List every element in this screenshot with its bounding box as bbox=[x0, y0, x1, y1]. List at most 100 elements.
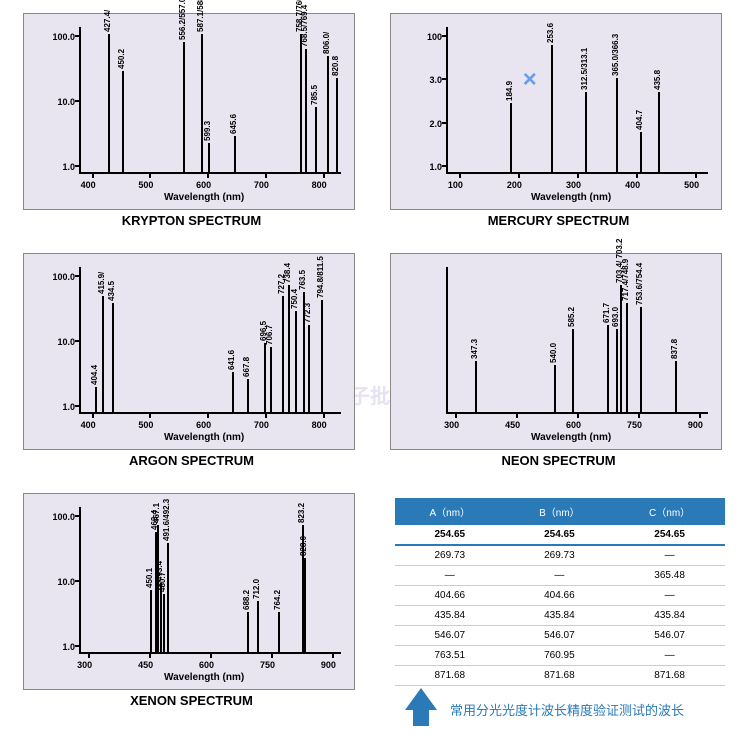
xtick: 500 bbox=[138, 180, 153, 190]
panel-title: ARGON SPECTRUM bbox=[8, 453, 375, 468]
line-label: 585.2 bbox=[567, 307, 576, 327]
spectral-line bbox=[315, 107, 317, 172]
spectral-line bbox=[102, 296, 104, 412]
line-label: 450.2 bbox=[117, 48, 126, 68]
line-label: 753.6/754.4 bbox=[635, 263, 644, 305]
table-row: 435.84435.84435.84 bbox=[395, 606, 725, 626]
table-cell: 435.84 bbox=[505, 606, 615, 626]
line-label: 365.0/366.3 bbox=[611, 33, 620, 75]
arrow-icon bbox=[405, 688, 437, 726]
line-label: 587.1/588.0 bbox=[196, 0, 205, 32]
table-cell: 760.95 bbox=[505, 646, 615, 666]
plot-mercury: 1002003004005001.02.03.0100184.9253.6312… bbox=[446, 27, 708, 174]
caption-text: 常用分光光度计波长精度验证测试的波长 bbox=[450, 700, 684, 719]
ytick: 10.0 bbox=[57, 337, 75, 347]
line-label: 717.4/748.9 bbox=[621, 259, 630, 301]
line-label: 253.6 bbox=[546, 23, 555, 43]
xtick: 500 bbox=[684, 180, 699, 190]
ytick: 10.0 bbox=[57, 577, 75, 587]
xtick: 500 bbox=[138, 420, 153, 430]
panel-xenon: 3004506007509001.010.0100.0450.1462.4467… bbox=[23, 493, 355, 690]
line-label: 347.3 bbox=[470, 339, 479, 359]
panel-krypton: 4005006007008001.010.0100.0427.4/450.255… bbox=[23, 13, 355, 210]
xlabel: Wavelength (nm) bbox=[164, 432, 244, 443]
ytick: 100.0 bbox=[52, 32, 75, 42]
spectral-line bbox=[247, 612, 249, 652]
line-label: 312.5/313.1 bbox=[580, 48, 589, 90]
line-label: 467.1 bbox=[152, 503, 161, 523]
spectral-line bbox=[278, 612, 280, 652]
line-label: 434.5 bbox=[107, 281, 116, 301]
table-cell: 435.84 bbox=[614, 606, 725, 626]
xtick: 750 bbox=[260, 660, 275, 670]
table-cell: — bbox=[614, 646, 725, 666]
spectral-line bbox=[270, 347, 272, 412]
line-label: 706.7 bbox=[265, 325, 274, 345]
line-label: 785.5 bbox=[310, 85, 319, 105]
panel-title: NEON SPECTRUM bbox=[375, 453, 742, 468]
spectral-line bbox=[308, 325, 310, 412]
spectral-line bbox=[112, 303, 114, 412]
spectral-line bbox=[616, 329, 618, 412]
line-label: 688.2 bbox=[242, 590, 251, 610]
line-label: 750.4 bbox=[290, 288, 299, 308]
ytick: 10.0 bbox=[57, 97, 75, 107]
spectral-line bbox=[585, 92, 587, 172]
spectral-line bbox=[300, 34, 302, 172]
spectral-line bbox=[160, 583, 162, 652]
spectral-line bbox=[122, 71, 124, 173]
line-label: 823.2 bbox=[297, 503, 306, 523]
xtick: 400 bbox=[81, 180, 96, 190]
line-label: 837.8 bbox=[670, 339, 679, 359]
line-label: 764.2 bbox=[273, 590, 282, 610]
spectral-line bbox=[234, 136, 236, 172]
xlabel: Wavelength (nm) bbox=[531, 432, 611, 443]
panel-title: XENON SPECTRUM bbox=[8, 693, 375, 708]
table-header: B（nm） bbox=[505, 498, 615, 525]
spectral-line bbox=[321, 300, 323, 412]
spectral-line bbox=[167, 543, 169, 652]
line-label: 184.9 bbox=[505, 81, 514, 101]
spectral-line bbox=[551, 45, 553, 172]
spectral-line bbox=[108, 34, 110, 172]
xtick: 300 bbox=[77, 660, 92, 670]
xtick: 700 bbox=[254, 180, 269, 190]
panel-title: KRYPTON SPECTRUM bbox=[8, 213, 375, 228]
xlabel: Wavelength (nm) bbox=[164, 672, 244, 683]
xtick: 900 bbox=[321, 660, 336, 670]
table-cell: 365.48 bbox=[614, 566, 725, 586]
line-label: 450.1 bbox=[145, 568, 154, 588]
line-label: 712.0 bbox=[252, 579, 261, 599]
wavelength-table-container: A（nm）B（nm）C（nm）254.65254.65254.65269.732… bbox=[395, 498, 725, 686]
line-label: 772.3 bbox=[303, 303, 312, 323]
line-label: 404.4 bbox=[90, 365, 99, 385]
table-cell: 871.68 bbox=[395, 666, 505, 686]
xtick: 600 bbox=[566, 420, 581, 430]
ytick: 100 bbox=[427, 32, 442, 42]
line-label: 768.5/769.4 bbox=[300, 4, 309, 46]
table-cell: 254.65 bbox=[395, 525, 505, 545]
table-cell: 269.73 bbox=[395, 545, 505, 566]
xtick: 700 bbox=[254, 420, 269, 430]
ytick: 1.0 bbox=[62, 642, 75, 652]
ytick: 1.0 bbox=[62, 162, 75, 172]
cell-argon: 4005006007008001.010.0100.0404.4415.9/43… bbox=[8, 248, 375, 488]
cell-table: A（nm）B（nm）C（nm）254.65254.65254.65269.732… bbox=[375, 488, 742, 748]
spectral-line bbox=[626, 303, 628, 412]
wavelength-table: A（nm）B（nm）C（nm）254.65254.65254.65269.732… bbox=[395, 498, 725, 686]
line-label: 693.0 bbox=[611, 307, 620, 327]
panel-argon: 4005006007008001.010.0100.0404.4415.9/43… bbox=[23, 253, 355, 450]
spectral-line bbox=[336, 78, 338, 172]
line-label: 415.9/ bbox=[97, 272, 106, 294]
table-cell: 435.84 bbox=[395, 606, 505, 626]
line-label: 641.6 bbox=[227, 350, 236, 370]
xtick: 800 bbox=[312, 180, 327, 190]
cross-mark: × bbox=[523, 66, 537, 94]
panel-title: MERCURY SPECTRUM bbox=[375, 213, 742, 228]
spectral-line bbox=[247, 379, 249, 412]
spectral-line bbox=[304, 558, 306, 652]
spectral-line bbox=[257, 601, 259, 652]
table-cell: 254.65 bbox=[614, 525, 725, 545]
table-row: ——365.48 bbox=[395, 566, 725, 586]
table-header: A（nm） bbox=[395, 498, 505, 525]
